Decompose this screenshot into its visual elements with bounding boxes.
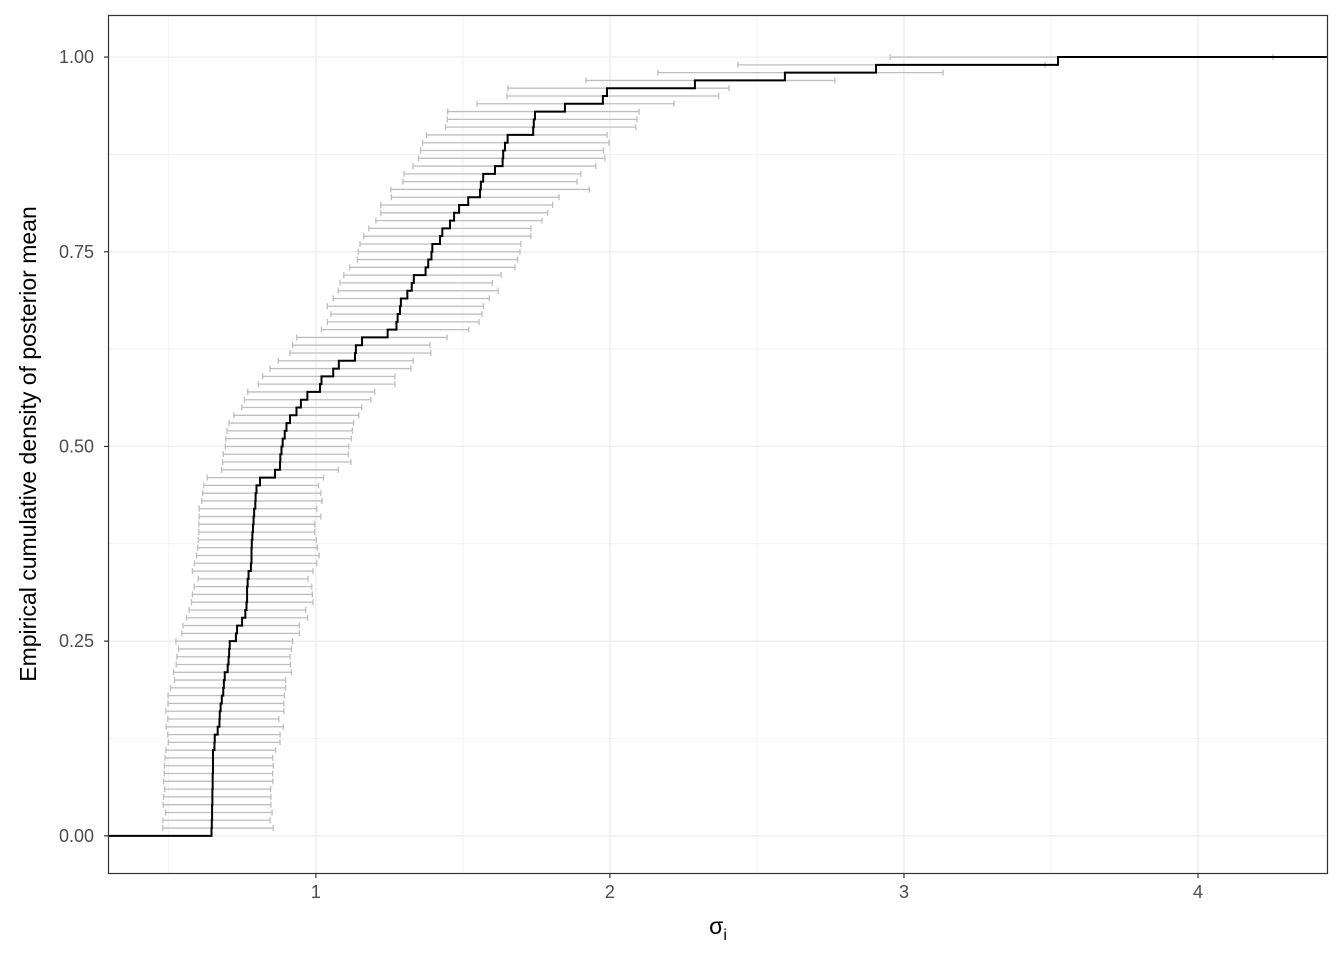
interval-bar (421, 139, 610, 146)
interval-bar (193, 583, 313, 590)
interval-bar (173, 677, 287, 684)
panel-border (107, 14, 1329, 875)
y-tick-label: 0.00 (59, 826, 94, 846)
interval-bar (363, 233, 532, 240)
interval-bar (289, 349, 432, 356)
axes: 1 2 3 4 0.00 0.25 0.50 0.75 1.00 (59, 47, 1203, 902)
interval-bar (167, 716, 280, 723)
interval-bar (224, 443, 350, 450)
interval-bar (444, 124, 637, 131)
interval-bar (197, 544, 319, 551)
interval-bar (357, 248, 521, 255)
x-tick-label: 4 (1193, 882, 1203, 902)
y-tick-label: 0.75 (59, 242, 94, 262)
interval-bar (222, 459, 352, 466)
interval-bar (167, 692, 286, 699)
interval-bar (412, 163, 597, 170)
interval-bar (337, 287, 499, 294)
interval-bar (177, 645, 293, 652)
interval-bar (228, 420, 355, 427)
interval-bar (165, 747, 277, 754)
interval-bar (191, 591, 314, 598)
interval-bar (356, 256, 519, 263)
interval-bar (339, 279, 493, 286)
x-axis-title-symbol: σ (709, 913, 723, 939)
interval-bar (164, 786, 272, 793)
interval-bar (167, 739, 281, 746)
interval-bar (390, 186, 591, 193)
interval-bar (201, 497, 323, 504)
interval-bar (349, 264, 516, 271)
y-tick-label: 0.25 (59, 631, 94, 651)
interval-bar (375, 217, 543, 224)
interval-bar (402, 178, 578, 185)
interval-bar (162, 778, 274, 785)
interval-bar (198, 505, 318, 512)
interval-bar (419, 147, 605, 154)
interval-bar (163, 770, 274, 777)
interval-bar (165, 708, 285, 715)
interval-bar (269, 365, 412, 372)
x-axis-title-subscript: i (723, 927, 727, 944)
interval-bar (162, 825, 274, 832)
interval-bar (417, 155, 606, 162)
interval-bar (198, 521, 316, 528)
interval-bar (175, 661, 291, 668)
interval-bar (193, 560, 318, 567)
interval-bar (167, 731, 281, 738)
grid-lines (108, 15, 1328, 874)
interval-bar (162, 817, 271, 824)
ecdf-step-line (108, 56, 1328, 837)
x-tick-label: 1 (311, 882, 321, 902)
interval-bar (162, 801, 272, 808)
interval-bar (226, 427, 354, 434)
interval-bar (198, 513, 322, 520)
interval-bar (197, 536, 318, 543)
y-tick-label: 0.50 (59, 436, 94, 456)
interval-bar (326, 303, 485, 310)
interval-bar (506, 92, 720, 99)
interval-bar (380, 209, 549, 216)
x-axis-title: σi (709, 913, 727, 944)
y-axis-title: Empirical cumulative density of posterio… (15, 206, 41, 682)
interval-bar (181, 630, 301, 637)
interval-bar (446, 116, 638, 123)
interval-bar (165, 723, 284, 730)
interval-bar (163, 762, 274, 769)
interval-bar (198, 529, 316, 536)
interval-bar (203, 482, 320, 489)
interval-bar (225, 435, 353, 442)
interval-bar (167, 700, 285, 707)
interval-bar (169, 684, 287, 691)
interval-bar (332, 295, 491, 302)
interval-bar (195, 552, 320, 559)
interval-bar (185, 614, 309, 621)
x-tick-label: 2 (605, 882, 615, 902)
interval-bar (162, 793, 272, 800)
interval-bar (257, 381, 396, 388)
interval-bar (330, 311, 483, 318)
interval-bar (172, 669, 293, 676)
interval-bar (176, 653, 291, 660)
interval-bar (202, 490, 322, 497)
interval-bar (164, 809, 273, 816)
interval-bar (222, 451, 349, 458)
interval-bar (190, 599, 314, 606)
interval-bar (326, 318, 480, 325)
interval-bar (191, 568, 314, 575)
y-tick-label: 1.00 (59, 47, 94, 67)
panel-background (108, 15, 1328, 874)
x-tick-label: 3 (899, 882, 909, 902)
interval-bar (164, 754, 274, 761)
interval-bar (197, 575, 309, 582)
